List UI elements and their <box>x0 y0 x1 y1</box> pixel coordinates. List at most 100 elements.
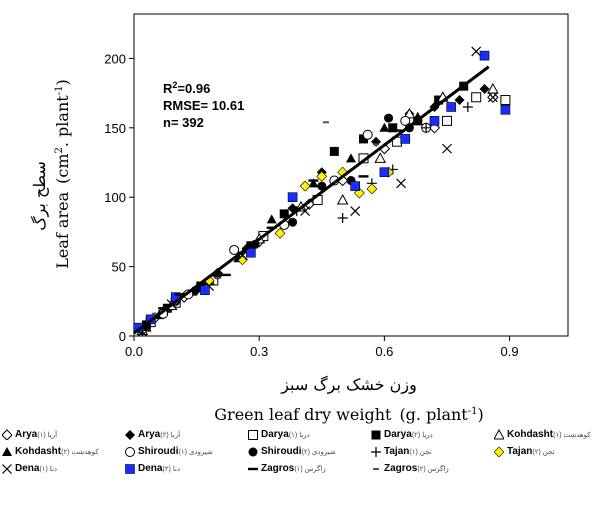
legend-marker <box>125 464 135 474</box>
data-point <box>366 183 378 195</box>
legend-symbol <box>125 429 135 440</box>
x-tick-label: 0.6 <box>375 344 393 359</box>
legend-symbol <box>248 463 258 474</box>
plot-axes <box>133 13 569 337</box>
legend-item: Arya (۲) آریا <box>125 428 183 441</box>
legend-marker <box>371 447 381 457</box>
legend-label-persian: (۱) زاگرس <box>294 465 326 473</box>
data-point <box>322 121 329 124</box>
y-tick-label: 150 <box>104 121 126 136</box>
legend-label-persian: (۲) دریا <box>411 431 433 439</box>
data-point <box>288 217 298 227</box>
legend-item: Tajan (۲) تجن <box>494 445 558 458</box>
legend-label: Arya <box>138 429 161 440</box>
legend-item: Arya (۱) آریا <box>2 428 60 441</box>
series-plus <box>137 101 473 336</box>
data-point <box>317 181 327 191</box>
legend-label-persian: (۱) کوهدشت <box>553 431 591 439</box>
scatter-chart: 0.0 0.3 0.6 0.9 0 50 100 150 200 R2=0.96 RMSE= 1… <box>30 13 569 424</box>
data-point <box>279 209 289 219</box>
data-point <box>358 175 369 178</box>
legend-label-persian: (۱) شیرودی <box>178 448 213 456</box>
legend-label-persian: (۱) دنا <box>39 465 58 473</box>
data-point <box>487 82 499 94</box>
legend-label: Shiroudi <box>261 446 302 457</box>
data-point <box>379 122 390 132</box>
legend-symbol <box>371 429 381 440</box>
legend-item: Tajan (۱) تجن <box>371 445 435 458</box>
x-tick-label: 0.9 <box>501 344 519 359</box>
data-point <box>316 170 328 182</box>
legend-marker <box>125 447 135 457</box>
data-point <box>329 146 339 156</box>
data-point <box>429 116 440 126</box>
data-point <box>266 214 277 224</box>
data-point <box>308 178 319 188</box>
data-point <box>299 180 311 192</box>
legend-label-persian: (۱) تجن <box>409 448 432 456</box>
legend-label: Zagros <box>384 463 418 474</box>
data-point <box>266 226 277 229</box>
legend-marker <box>494 446 504 457</box>
data-point <box>220 273 231 277</box>
legend-symbol <box>2 429 12 440</box>
legend-label-persian: (۲) کوهدشت <box>61 448 99 456</box>
x-axis-label: Green leaf dry weight (g. plant-1) <box>214 405 483 424</box>
chart-legend: Arya (۱) آریا Arya (۲) آریا Darya (۱) دریا Dar… <box>2 428 607 508</box>
data-point <box>229 244 240 255</box>
legend-symbol <box>2 463 12 474</box>
data-point <box>403 107 416 119</box>
legend-item: Darya (۲) دریا <box>371 428 436 441</box>
y-tick-label: 50 <box>112 260 126 275</box>
data-point <box>462 101 473 112</box>
y-axis-label: Leaf area(cm2. plant-1) <box>53 79 72 268</box>
data-point <box>200 285 210 295</box>
data-point <box>158 307 169 310</box>
n-label: n= 392 <box>163 115 204 130</box>
data-point <box>441 115 452 126</box>
data-point <box>346 153 356 163</box>
legend-label: Dena <box>15 463 40 474</box>
x-tick-label: 0.0 <box>125 344 143 359</box>
legend-marker <box>2 429 12 440</box>
data-point <box>396 178 407 189</box>
data-point <box>337 213 348 224</box>
legend-label-persian: (۱) آریا <box>37 431 58 439</box>
data-point <box>487 92 498 103</box>
legend-item: Shiroudi (۲) شیرودی <box>248 445 339 458</box>
legend-symbol <box>371 446 381 457</box>
data-point <box>471 92 482 103</box>
data-point <box>287 192 298 203</box>
legend-label: Zagros <box>261 463 295 474</box>
data-point <box>174 293 185 296</box>
data-point <box>400 115 411 126</box>
data-point <box>391 129 402 132</box>
legend-label: Tajan <box>507 446 533 457</box>
data-point <box>400 134 411 144</box>
data-point <box>373 143 380 146</box>
r-squared-label: R2=0.96 <box>163 80 210 96</box>
legend-item: Shiroudi (۱) شیرودی <box>125 445 216 458</box>
data-point <box>479 50 490 61</box>
legend-symbol <box>248 429 258 440</box>
legend-item: Zagros (۲) زاگرس <box>371 462 452 475</box>
legend-label-persian: (۱) دریا <box>288 431 310 439</box>
data-point <box>359 134 369 144</box>
legend-marker <box>125 430 135 440</box>
data-point <box>246 247 256 258</box>
legend-symbol <box>125 463 135 474</box>
legend-symbol <box>494 446 504 457</box>
legend-marker <box>248 467 258 471</box>
legend-label: Arya <box>15 429 38 440</box>
legend-marker <box>373 468 379 470</box>
legend-label: Darya <box>384 429 412 440</box>
data-point <box>388 123 398 133</box>
legend-label-persian: (۲) زاگرس <box>417 465 449 473</box>
data-point <box>454 95 465 106</box>
legend-label: Kohdasht <box>507 429 554 440</box>
data-point <box>151 312 158 315</box>
legend-symbol <box>2 446 12 457</box>
series-small-dash <box>151 121 380 315</box>
x-axis-label-persian: وزن خشک برگ سبز <box>280 375 417 394</box>
data-point <box>379 167 390 178</box>
